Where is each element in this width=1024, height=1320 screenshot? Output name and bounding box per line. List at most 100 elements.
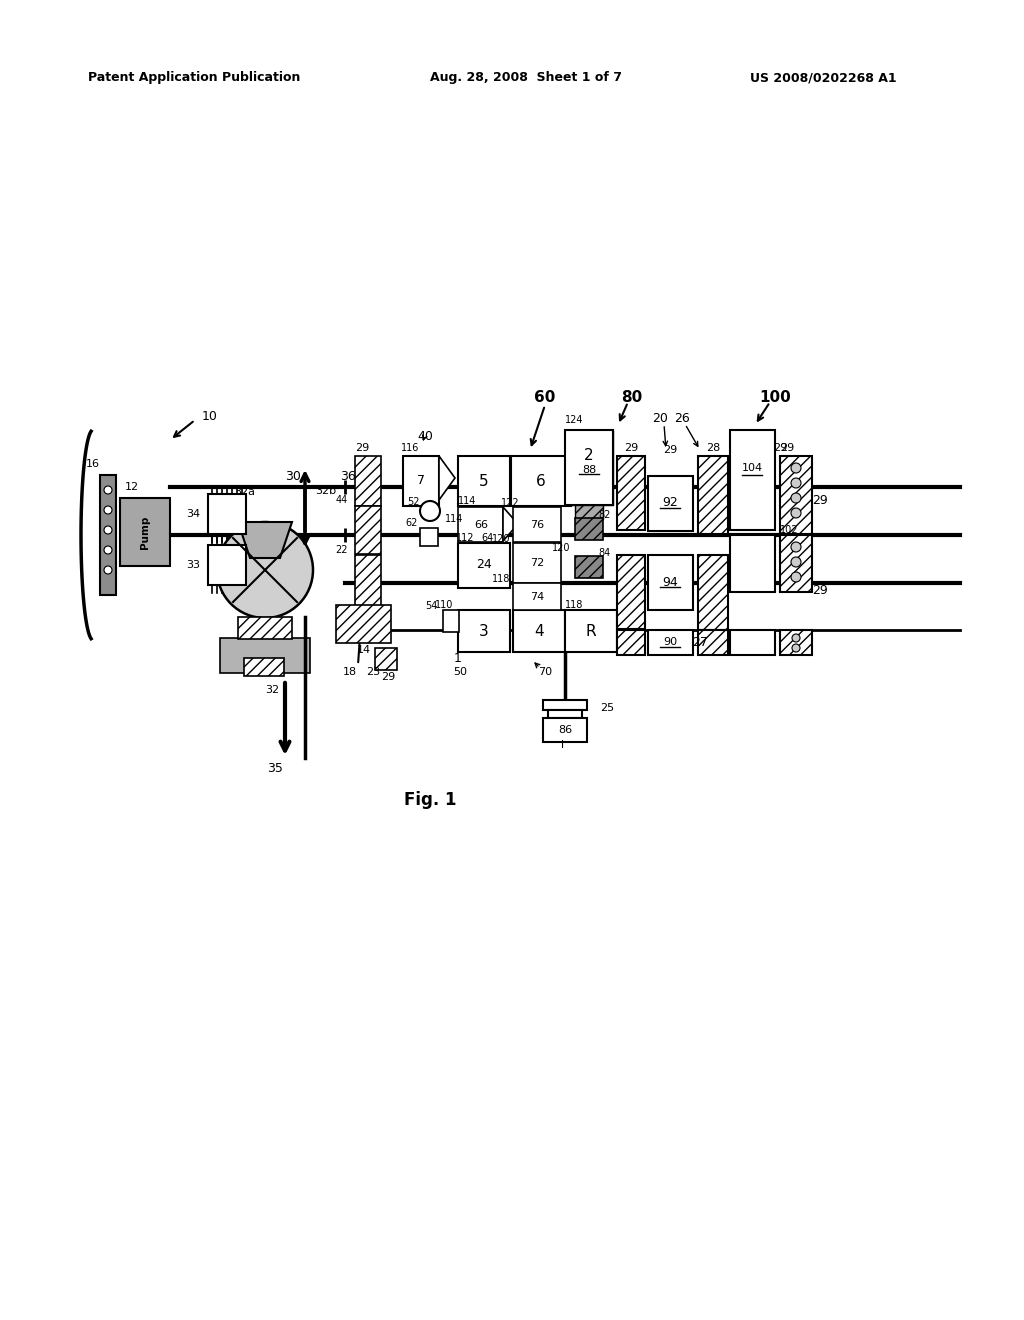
Text: 114: 114 bbox=[458, 496, 476, 506]
Text: 33: 33 bbox=[186, 560, 200, 570]
Bar bbox=[458, 507, 503, 543]
Bar bbox=[443, 610, 459, 632]
Bar bbox=[648, 477, 693, 531]
Text: 54: 54 bbox=[426, 601, 438, 611]
Bar bbox=[575, 556, 603, 578]
Text: 24: 24 bbox=[476, 558, 492, 572]
Text: 29: 29 bbox=[624, 444, 638, 453]
Text: Pump: Pump bbox=[140, 515, 150, 549]
Bar bbox=[513, 583, 561, 610]
Bar bbox=[698, 630, 728, 655]
Text: 90: 90 bbox=[663, 638, 677, 647]
Text: 80: 80 bbox=[622, 391, 643, 405]
Bar bbox=[244, 657, 284, 676]
Text: 22: 22 bbox=[336, 545, 348, 554]
Circle shape bbox=[791, 492, 801, 503]
Circle shape bbox=[104, 546, 112, 554]
Bar bbox=[420, 528, 438, 546]
Text: 26: 26 bbox=[674, 412, 690, 425]
Text: 104: 104 bbox=[741, 463, 763, 473]
Text: 14: 14 bbox=[357, 645, 371, 655]
Circle shape bbox=[792, 644, 800, 652]
Bar bbox=[780, 455, 812, 535]
Circle shape bbox=[104, 486, 112, 494]
Text: 29: 29 bbox=[812, 494, 827, 507]
Bar bbox=[513, 610, 565, 652]
Text: 29: 29 bbox=[773, 444, 787, 453]
Bar bbox=[548, 710, 582, 718]
Text: 120: 120 bbox=[492, 535, 510, 544]
Text: 114: 114 bbox=[445, 513, 464, 524]
Bar bbox=[238, 616, 292, 639]
Text: 35: 35 bbox=[267, 762, 283, 775]
Text: 86: 86 bbox=[558, 725, 572, 735]
Bar bbox=[730, 535, 775, 591]
Bar bbox=[698, 455, 728, 535]
Text: 32b: 32b bbox=[315, 486, 336, 496]
Bar bbox=[617, 455, 645, 531]
Bar bbox=[730, 630, 775, 655]
Text: 12: 12 bbox=[125, 482, 139, 492]
Circle shape bbox=[791, 572, 801, 582]
Text: 28: 28 bbox=[706, 444, 720, 453]
Text: Fig. 1: Fig. 1 bbox=[403, 791, 457, 809]
Text: 50: 50 bbox=[453, 667, 467, 677]
Bar bbox=[513, 543, 561, 583]
Bar bbox=[543, 718, 587, 742]
Text: 29: 29 bbox=[812, 583, 827, 597]
Polygon shape bbox=[238, 521, 292, 558]
Text: 30: 30 bbox=[285, 470, 301, 483]
Text: 72: 72 bbox=[529, 558, 544, 568]
Text: 82: 82 bbox=[598, 510, 610, 520]
Text: 29: 29 bbox=[780, 444, 795, 453]
Bar bbox=[336, 605, 391, 643]
Bar bbox=[513, 507, 561, 543]
Bar bbox=[355, 506, 381, 554]
Text: 88: 88 bbox=[582, 465, 596, 475]
Text: 70: 70 bbox=[538, 667, 552, 677]
Text: 5: 5 bbox=[479, 474, 488, 488]
Circle shape bbox=[791, 557, 801, 568]
Text: 118: 118 bbox=[565, 601, 584, 610]
Text: 66: 66 bbox=[474, 520, 488, 531]
Circle shape bbox=[104, 506, 112, 513]
Text: 6: 6 bbox=[537, 474, 546, 488]
Text: 32a: 32a bbox=[234, 487, 256, 498]
Text: 102: 102 bbox=[780, 525, 799, 535]
Polygon shape bbox=[503, 507, 518, 541]
Circle shape bbox=[104, 525, 112, 535]
Bar bbox=[100, 475, 116, 595]
Bar bbox=[208, 494, 246, 535]
Text: 112: 112 bbox=[456, 533, 474, 543]
Text: Aug. 28, 2008  Sheet 1 of 7: Aug. 28, 2008 Sheet 1 of 7 bbox=[430, 71, 622, 84]
Bar bbox=[565, 430, 613, 506]
Bar bbox=[565, 430, 613, 506]
Bar bbox=[208, 545, 246, 585]
Text: 120: 120 bbox=[552, 543, 570, 553]
Bar bbox=[375, 648, 397, 671]
Text: 44: 44 bbox=[336, 495, 348, 506]
Bar bbox=[355, 554, 381, 610]
Bar bbox=[458, 543, 510, 587]
Text: 23: 23 bbox=[366, 667, 380, 677]
Text: Patent Application Publication: Patent Application Publication bbox=[88, 71, 300, 84]
Text: 36: 36 bbox=[340, 470, 356, 483]
Bar bbox=[403, 455, 439, 506]
Text: 52: 52 bbox=[408, 498, 420, 507]
Circle shape bbox=[217, 521, 313, 618]
Bar bbox=[575, 506, 603, 519]
Bar bbox=[120, 498, 170, 566]
Bar bbox=[648, 554, 693, 610]
Circle shape bbox=[791, 508, 801, 517]
Bar bbox=[780, 535, 812, 591]
Circle shape bbox=[791, 478, 801, 488]
Circle shape bbox=[792, 634, 800, 642]
Text: US 2008/0202268 A1: US 2008/0202268 A1 bbox=[750, 71, 897, 84]
Bar bbox=[220, 638, 310, 673]
Bar bbox=[575, 517, 603, 540]
Polygon shape bbox=[439, 455, 455, 500]
Text: 20: 20 bbox=[652, 412, 668, 425]
Text: 29: 29 bbox=[663, 445, 677, 455]
Bar bbox=[617, 630, 645, 655]
Text: 122: 122 bbox=[501, 498, 519, 508]
